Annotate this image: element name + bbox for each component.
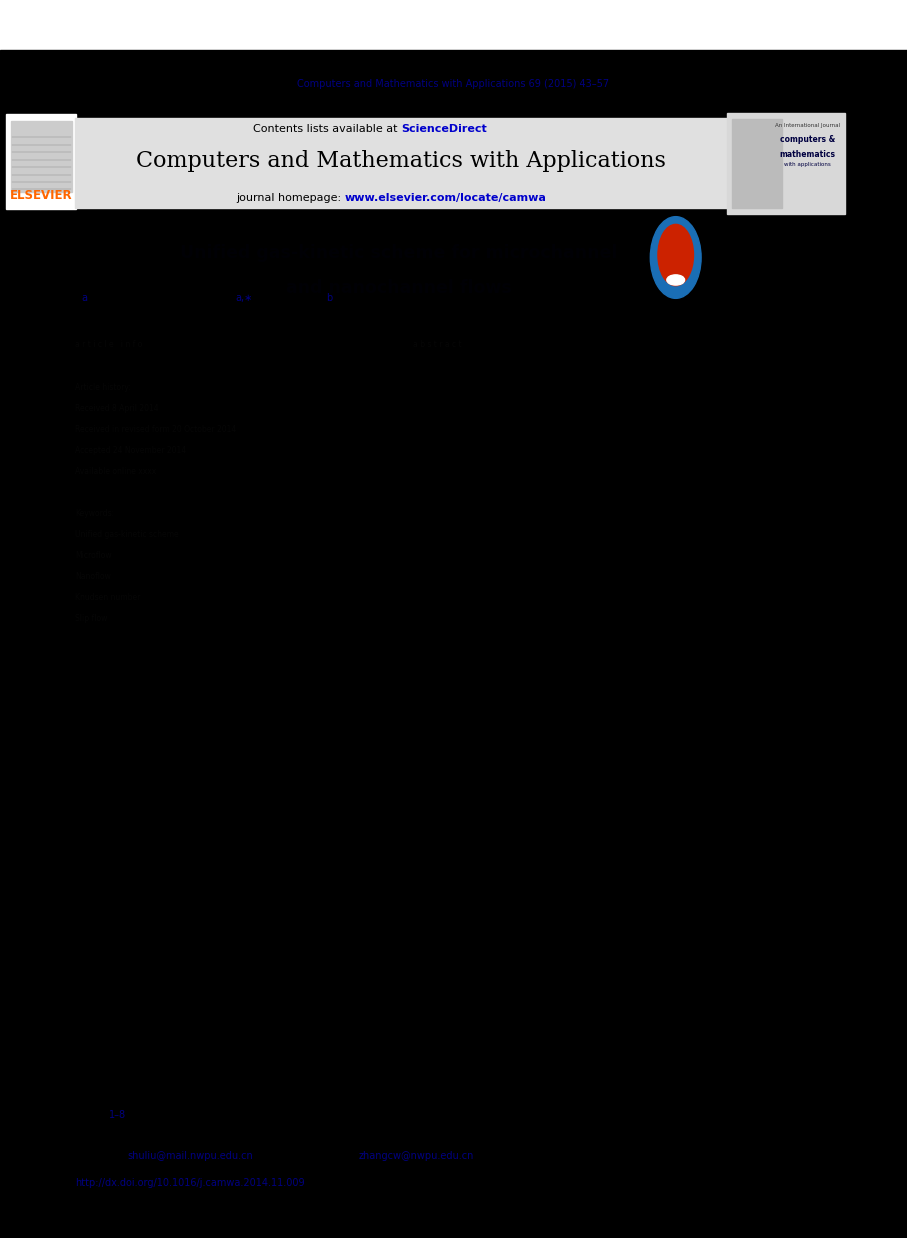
Text: a: a	[82, 293, 88, 303]
Text: Unified gas-kinetic scheme: Unified gas-kinetic scheme	[75, 530, 179, 539]
Text: journal homepage:: journal homepage:	[236, 193, 345, 203]
Text: Knudsen number: Knudsen number	[75, 593, 141, 602]
Text: Received 8 April 2014: Received 8 April 2014	[75, 404, 159, 412]
Text: zhangcw@nwpu.edu.cn: zhangcw@nwpu.edu.cn	[358, 1151, 473, 1161]
Text: Nanoflow: Nanoflow	[75, 572, 112, 581]
Text: a r t i c l e   i n f o: a r t i c l e i n f o	[75, 340, 142, 349]
Bar	[75, 118, 727, 208]
Text: An International Journal: An International Journal	[775, 123, 840, 128]
Text: Computers and Mathematics with Applications: Computers and Mathematics with Applicati…	[136, 150, 666, 172]
Bar	[732, 119, 782, 208]
Text: Accepted 24 November 2014: Accepted 24 November 2014	[75, 446, 187, 454]
Text: a,∗: a,∗	[236, 293, 253, 303]
Ellipse shape	[650, 217, 701, 298]
Text: shuliu@mail.nwpu.edu.cn: shuliu@mail.nwpu.edu.cn	[127, 1151, 253, 1161]
Text: computers &: computers &	[780, 135, 834, 144]
Text: Keywords:: Keywords:	[75, 509, 114, 517]
Text: Unified gas-kinetic scheme for microchannel: Unified gas-kinetic scheme for microchan…	[180, 244, 618, 262]
Text: Available online xxxx: Available online xxxx	[75, 467, 157, 475]
Text: Article history:: Article history:	[75, 383, 132, 391]
Text: Slip flow: Slip flow	[75, 614, 108, 623]
Bar	[6, 114, 76, 209]
Ellipse shape	[658, 224, 694, 286]
Text: Received in revised form 20 October 2014: Received in revised form 20 October 2014	[75, 425, 237, 433]
Text: ELSEVIER: ELSEVIER	[10, 188, 73, 202]
Ellipse shape	[667, 275, 685, 285]
Text: Computers and Mathematics with Applications 69 (2015) 43–57: Computers and Mathematics with Applicati…	[297, 79, 610, 89]
Text: www.elsevier.com/locate/camwa: www.elsevier.com/locate/camwa	[345, 193, 547, 203]
Text: with applications: with applications	[784, 162, 831, 167]
Text: and nanochannel flows: and nanochannel flows	[287, 279, 512, 297]
Text: a b s t r a c t: a b s t r a c t	[413, 340, 462, 349]
Bar	[727, 113, 845, 214]
Bar	[0, 50, 907, 115]
Bar	[11, 121, 72, 192]
Text: 1–8: 1–8	[109, 1110, 126, 1120]
Text: ScienceDirect: ScienceDirect	[401, 124, 487, 134]
Text: Microflow: Microflow	[75, 551, 112, 560]
Text: Contents lists available at: Contents lists available at	[253, 124, 401, 134]
Text: mathematics: mathematics	[779, 150, 835, 158]
Bar	[0, 0, 907, 50]
Text: http://dx.doi.org/10.1016/j.camwa.2014.11.009: http://dx.doi.org/10.1016/j.camwa.2014.1…	[75, 1179, 305, 1188]
Text: b: b	[327, 293, 333, 303]
